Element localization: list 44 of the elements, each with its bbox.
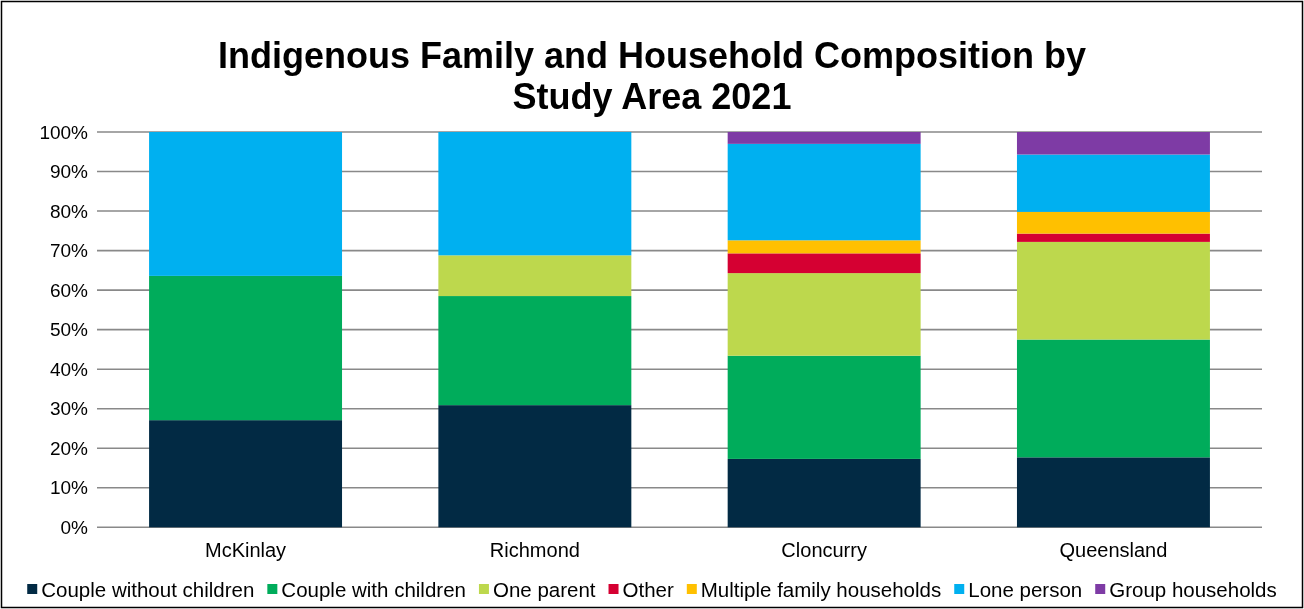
y-tick-label: 10% xyxy=(49,477,89,499)
bar xyxy=(1016,154,1210,212)
legend-label: Group households xyxy=(1109,577,1277,601)
legend-label: Couple with children xyxy=(281,577,466,601)
y-tick-label: 60% xyxy=(49,279,89,301)
x-tick-label: Cloncurry xyxy=(781,539,867,562)
y-tick-label: 0% xyxy=(60,516,89,538)
y-tick-label: 20% xyxy=(49,437,89,459)
bar xyxy=(149,420,343,528)
bar xyxy=(438,405,632,528)
x-tick-label: Queensland xyxy=(1059,539,1168,562)
bar xyxy=(727,273,921,356)
bar xyxy=(1016,132,1210,155)
legend-label: Lone person xyxy=(968,577,1083,601)
bar xyxy=(1016,241,1210,340)
legend-label: Multiple family households xyxy=(700,577,942,601)
bar xyxy=(727,253,921,274)
y-tick-label: 40% xyxy=(49,358,89,380)
chart-title: Indigenous Family and Household Composition by Study Area 2021 xyxy=(217,35,1087,117)
y-tick-label: 50% xyxy=(49,319,89,341)
bar xyxy=(1016,233,1210,242)
bar xyxy=(149,132,343,276)
bar xyxy=(438,255,632,297)
bar xyxy=(1016,457,1210,528)
bar xyxy=(438,296,632,406)
bar xyxy=(1016,211,1210,234)
y-tick-label: 90% xyxy=(49,161,89,183)
y-tick-label: 100% xyxy=(39,121,89,143)
legend-label: One parent xyxy=(492,577,596,601)
bar xyxy=(438,132,632,256)
bar xyxy=(727,458,921,528)
y-tick-label: 80% xyxy=(49,200,89,222)
y-tick-label: 70% xyxy=(49,240,89,262)
bar xyxy=(727,132,921,144)
x-tick-label: McKinlay xyxy=(204,539,287,562)
bar xyxy=(727,240,921,254)
bar xyxy=(727,355,921,459)
legend-label: Other xyxy=(622,577,674,601)
bar xyxy=(149,275,343,421)
y-tick-label: 30% xyxy=(49,398,89,420)
x-tick-label: Richmond xyxy=(489,539,580,562)
bar xyxy=(1016,339,1210,458)
legend-label: Couple without children xyxy=(41,577,255,601)
bar xyxy=(727,143,921,241)
